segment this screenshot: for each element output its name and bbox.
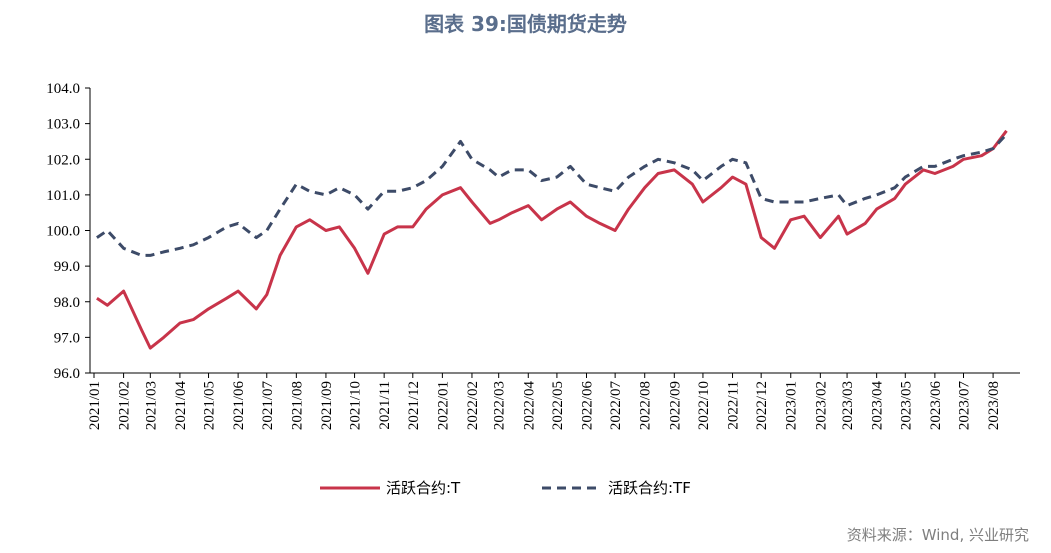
- x-tick-label: 2022/06: [579, 381, 595, 431]
- x-tick-label: 2021/04: [173, 381, 189, 431]
- x-tick-label: 2022/09: [667, 381, 683, 430]
- y-tick-label: 104.0: [46, 81, 80, 97]
- x-tick-label: 2021/02: [117, 381, 133, 430]
- x-axis-ticks: 2021/01 2021/02 2021/03 2021/04 2021/05 2021/…: [87, 373, 1002, 430]
- x-tick-label: 2022/08: [638, 381, 654, 430]
- x-tick-label: 2022/04: [521, 381, 537, 431]
- y-tick-label: 100.0: [46, 224, 80, 240]
- y-axis-ticks: 104.0 103.0 102.0 101.0 100.0 99.0 98.0 97.0 96.…: [46, 81, 90, 382]
- y-tick-label: 102.0: [46, 152, 80, 168]
- x-tick-label: 2021/11: [377, 381, 393, 430]
- x-tick-label: 2021/10: [348, 381, 364, 430]
- x-tick-label: 2022/05: [550, 381, 566, 430]
- x-tick-label: 2021/03: [143, 381, 159, 430]
- x-tick-label: 2023/05: [898, 381, 914, 430]
- x-tick-label: 2023/06: [928, 381, 944, 431]
- y-tick-label: 101.0: [46, 188, 80, 204]
- legend-label-tf: 活跃合约:TF: [608, 479, 691, 497]
- x-tick-label: 2021/09: [319, 381, 335, 430]
- x-tick-label: 2023/08: [986, 381, 1002, 430]
- x-tick-label: 2021/01: [87, 381, 103, 430]
- x-tick-label: 2023/01: [784, 381, 800, 430]
- y-tick-label: 96.0: [54, 366, 80, 382]
- series-line-tf: [96, 133, 1008, 257]
- x-tick-label: 2022/02: [465, 381, 481, 430]
- source-note: 资料来源：Wind, 兴业研究: [846, 526, 1029, 544]
- x-tick-label: 2022/10: [696, 381, 712, 430]
- series-line-t: [96, 129, 1008, 350]
- x-tick-label: 2021/12: [406, 381, 422, 430]
- x-tick-label: 2022/07: [608, 381, 624, 431]
- series-group: [96, 129, 1008, 350]
- x-tick-label: 2022/03: [492, 381, 508, 430]
- x-tick-label: 2022/12: [754, 381, 770, 430]
- x-tick-label: 2022/11: [726, 381, 742, 430]
- x-tick-label: 2021/05: [202, 381, 218, 430]
- x-tick-label: 2023/02: [813, 381, 829, 430]
- x-tick-label: 2021/06: [231, 381, 247, 431]
- x-tick-label: 2023/03: [840, 381, 856, 430]
- x-tick-label: 2021/07: [260, 381, 276, 431]
- legend-label-t: 活跃合约:T: [386, 479, 461, 497]
- y-tick-label: 99.0: [54, 259, 80, 275]
- x-tick-label: 2021/08: [289, 381, 305, 430]
- chart-title: 图表 39:国债期货走势: [424, 12, 627, 36]
- x-tick-label: 2022/01: [435, 381, 451, 430]
- y-tick-label: 97.0: [54, 330, 80, 346]
- y-tick-label: 98.0: [54, 295, 80, 311]
- legend: 活跃合约:T 活跃合约:TF: [320, 479, 691, 497]
- x-tick-label: 2023/07: [957, 381, 973, 431]
- y-tick-label: 103.0: [46, 117, 80, 133]
- x-tick-label: 2023/04: [870, 381, 886, 431]
